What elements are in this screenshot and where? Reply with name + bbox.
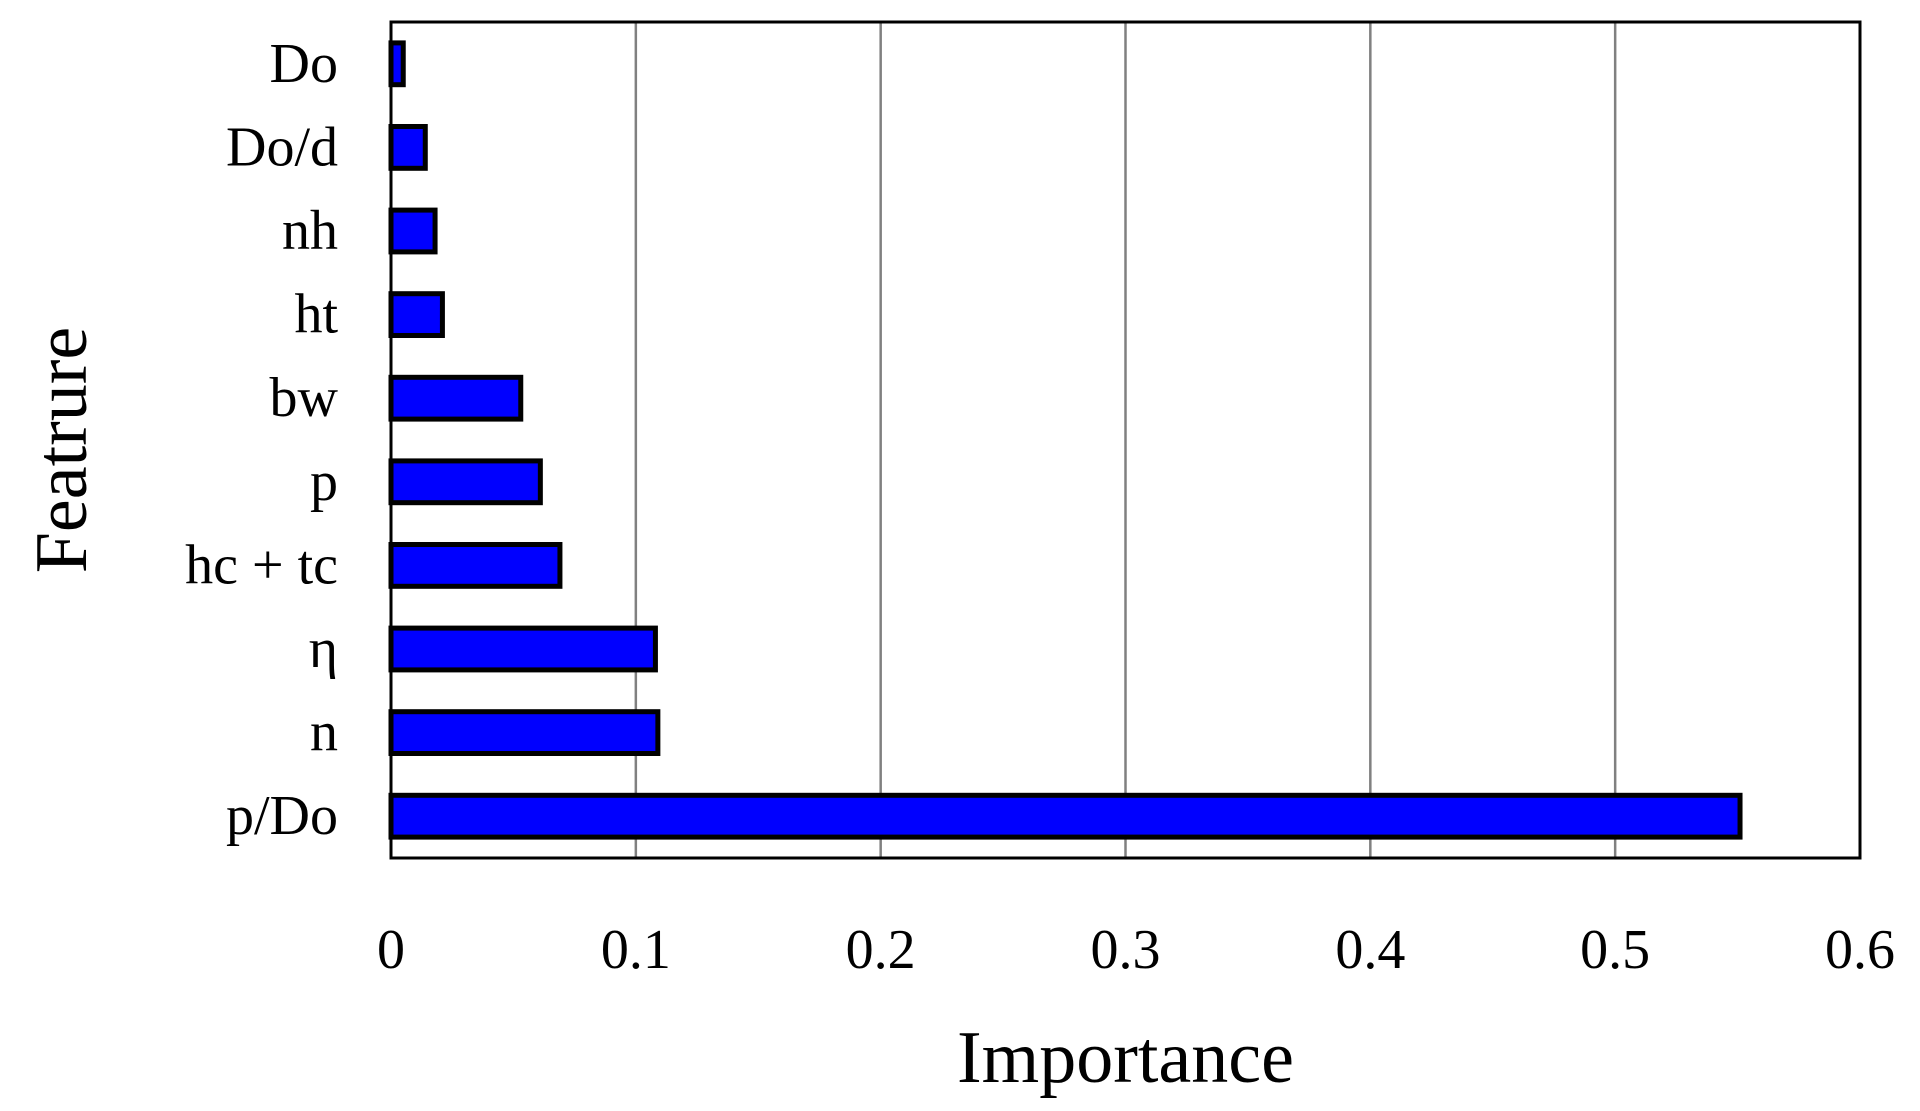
bars [388,40,1743,840]
x-tick-label-3: 0.3 [1091,919,1161,981]
bar-7 [388,625,658,673]
bar-8 [388,709,661,757]
bar-9 [388,792,1743,840]
x-tick-label-6: 0.6 [1825,919,1895,981]
bar-5 [388,458,543,506]
x-tick-label-5: 0.5 [1580,919,1650,981]
bar-3 [388,291,445,339]
bar-4 [388,374,524,422]
category-label-2: nh [282,200,338,262]
y-axis-title: Featrure [21,327,103,574]
bar-2 [388,207,438,255]
x-tick-label-4: 0.4 [1335,919,1405,981]
x-tick-label-1: 0.1 [601,919,671,981]
category-label-0: Do [270,33,338,95]
category-labels: Do Do/d nh ht bw p hc + tc ηn p/Do [185,33,338,847]
category-label-9: p/Do [226,785,338,847]
category-label-3: ht [294,284,338,346]
plot-frame [389,20,1862,860]
x-tick-label-2: 0.2 [846,919,916,981]
category-label-8: n [310,702,338,764]
bar-0 [388,40,406,88]
x-tick-labels: 0 0.1 0.2 0.3 0.4 0.5 0.6 [377,919,1895,981]
x-tick-label-0: 0 [377,919,405,981]
category-label-4: bw [270,367,339,429]
x-axis-title: Importance [957,1017,1294,1099]
bar-1 [388,124,428,171]
category-label-7: η [309,618,338,680]
category-label-6: hc + tc [185,534,338,596]
gridlines [634,22,1617,858]
category-label-1: Do/d [226,116,338,178]
category-label-5: p [310,451,338,513]
bar-6 [388,542,563,589]
